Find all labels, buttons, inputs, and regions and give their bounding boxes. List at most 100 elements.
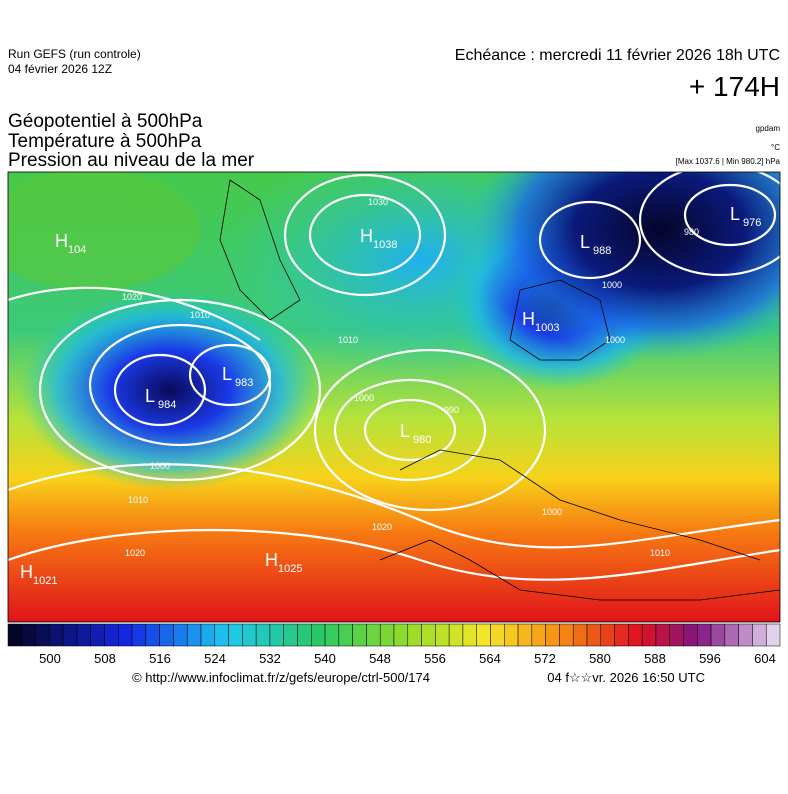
colorbar-label: 572 <box>534 651 556 666</box>
center-value: 983 <box>235 377 253 389</box>
colorbar-swatch <box>655 623 670 647</box>
colorbar-swatch <box>504 623 519 647</box>
colorbar-label: 500 <box>39 651 61 666</box>
colorbar-swatch <box>752 623 767 647</box>
colorbar-swatch <box>145 623 160 647</box>
center-value: 1025 <box>278 563 302 575</box>
center-kind: L <box>400 421 410 441</box>
colorbar-swatch <box>255 623 271 647</box>
colorbar-swatch <box>214 623 229 647</box>
colorbar-swatch <box>228 623 243 647</box>
colorbar-swatch <box>559 623 574 647</box>
colorbar-label: 604 <box>754 651 776 666</box>
colorbar-swatch <box>517 623 533 647</box>
colorbar-label: 564 <box>479 651 501 666</box>
center-kind: H <box>20 562 33 582</box>
isobar-label: 1000 <box>150 461 170 471</box>
colorbar-swatch <box>435 623 450 647</box>
colorbar-swatch <box>104 623 119 647</box>
colorbar-swatch <box>490 623 505 647</box>
title: Géopotentiel à 500hPa <box>8 111 203 132</box>
colorbar-swatch <box>724 623 739 647</box>
colorbar-swatch <box>421 623 436 647</box>
colorbar-swatch <box>407 623 422 647</box>
colorbar-label: 532 <box>259 651 281 666</box>
isobar-label: 990 <box>444 405 459 415</box>
center-kind: L <box>730 204 740 224</box>
colorbar-swatch <box>586 623 602 647</box>
isobar-label: 1020 <box>122 292 142 302</box>
center-kind: L <box>222 364 232 384</box>
center-kind: L <box>580 232 590 252</box>
center-value: 1021 <box>33 575 57 587</box>
center-value: 980 <box>413 434 431 446</box>
colorbar-label: 508 <box>94 651 116 666</box>
colorbar-swatch <box>242 623 257 647</box>
isobar-label: 980 <box>684 227 699 237</box>
colorbar-swatch <box>393 623 409 647</box>
colorbar-swatch <box>628 623 643 647</box>
center-value: 976 <box>743 217 761 229</box>
colorbar-swatch <box>62 623 78 647</box>
colorbar-label: 540 <box>314 651 336 666</box>
colorbar-swatch <box>21 623 36 647</box>
center-value: 988 <box>593 245 611 257</box>
isobar-label: 1000 <box>354 393 374 403</box>
colorbar-swatch <box>641 623 657 647</box>
colorbar-swatch <box>311 623 326 647</box>
center-kind: H <box>522 309 535 329</box>
colorbar-swatch <box>379 623 395 647</box>
isobar-label: 1000 <box>602 280 622 290</box>
lead-time: + 174H <box>689 71 780 102</box>
colorbar-swatch <box>462 623 477 647</box>
colorbar-swatch <box>283 623 298 647</box>
colorbar-swatch <box>297 623 312 647</box>
colorbar-swatch <box>683 623 698 647</box>
colorbar-swatch <box>614 623 629 647</box>
colorbar-swatch <box>131 623 147 647</box>
colorbar-swatch <box>448 623 464 647</box>
colorbar-swatch <box>531 623 546 647</box>
colorbar-swatch <box>476 623 491 647</box>
center-kind: H <box>360 226 373 246</box>
center-kind: L <box>145 386 155 406</box>
colorbar-label: 588 <box>644 651 666 666</box>
colorbar-swatch <box>710 623 726 647</box>
isobar-label: 1030 <box>368 197 388 207</box>
colorbar-swatch <box>738 623 753 647</box>
colorbar-swatch <box>35 623 50 647</box>
run-date: 04 février 2026 12Z <box>8 62 112 76</box>
colorbar-swatch <box>697 623 712 647</box>
colorbar-swatch <box>76 623 91 647</box>
colorbar-swatch <box>90 623 105 647</box>
isobar-label: 1010 <box>650 548 670 558</box>
colorbar-swatch <box>572 623 588 647</box>
colorbar-swatch <box>366 623 381 647</box>
title: Pression au niveau de la mer <box>8 150 255 171</box>
colorbar-label: 556 <box>424 651 446 666</box>
isobar-label: 1020 <box>125 548 145 558</box>
colorbar-swatch <box>173 623 188 647</box>
center-value: 104 <box>68 244 86 256</box>
colorbar-label: 524 <box>204 651 226 666</box>
run: Run GEFS (run controle) <box>8 47 141 61</box>
colorbar-swatch <box>269 623 284 647</box>
colorbar-label: 580 <box>589 651 611 666</box>
center-value: 1003 <box>535 322 559 334</box>
colorbar-swatch <box>352 623 367 647</box>
colorbar-swatch <box>200 623 216 647</box>
colorbar-swatch <box>159 623 174 647</box>
center-kind: H <box>265 550 278 570</box>
colorbar-swatch <box>338 623 353 647</box>
colorbar-swatch <box>186 623 202 647</box>
colorbar-swatch <box>324 623 340 647</box>
title: Température à 500hPa <box>8 131 202 152</box>
unit: [Max 1037.6 | Min 980.2] hPa <box>676 157 781 166</box>
source: © http://www.infoclimat.fr/z/gefs/europe… <box>132 670 430 685</box>
colorbar-swatch <box>600 623 615 647</box>
center-value: 1038 <box>373 239 397 251</box>
colorbar-label: 516 <box>149 651 171 666</box>
unit: °C <box>771 143 780 152</box>
